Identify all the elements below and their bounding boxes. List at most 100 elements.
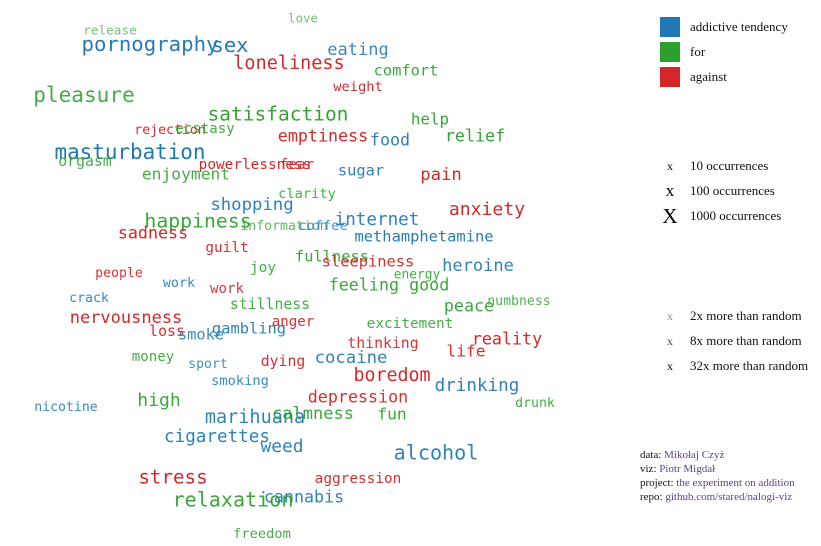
word-label: joy (250, 260, 276, 276)
legend-size-mark: x (665, 181, 675, 200)
word-label: masturbation (55, 140, 206, 164)
word-label: pain (420, 165, 462, 185)
word-label: internet (335, 210, 420, 230)
legend-size-label: 100 occurrences (690, 183, 775, 198)
word-label: smoking (211, 373, 269, 389)
legend-item-for: for (660, 42, 705, 62)
word-label: nervousness (70, 308, 183, 328)
word-label: marihuana (205, 407, 305, 428)
word-label: nicotine (34, 400, 98, 415)
legend-ratio-mark: x (667, 308, 673, 323)
word-label: sex (211, 33, 248, 57)
word-label: boredom (353, 365, 430, 386)
word-label: reality (472, 329, 542, 349)
legend-size-10: x 10 occurrences (660, 156, 768, 176)
word-label: love (288, 11, 318, 26)
word-label: fun (377, 405, 406, 424)
word-label: emptiness (278, 126, 368, 146)
legend-size-mark: x (667, 158, 673, 173)
legend-ratio-label: 2x more than random (690, 308, 802, 323)
word-label: drinking (435, 376, 520, 396)
legend-size-1000: X 1000 occurrences (660, 203, 782, 228)
legend-ratio-label: 8x more than random (690, 333, 802, 348)
credit-data-link[interactable]: Mikołaj Czyż (664, 449, 725, 461)
word-label: excitement (367, 316, 454, 332)
word-label: heroine (442, 256, 514, 276)
word-label: loss (149, 323, 185, 340)
legend-size-label: 1000 occurrences (690, 208, 782, 223)
word-label: stillness (230, 296, 310, 313)
word-label: anger (272, 314, 314, 330)
credit-project: project: the experiment on addition (640, 477, 795, 489)
word-label: powerlessness (199, 157, 312, 173)
word-label: thinking (347, 335, 418, 352)
word-label: pornography (81, 32, 218, 56)
word-label: food (370, 130, 410, 150)
legend-size-100: x 100 occurrences (660, 181, 775, 201)
legend-label-against: against (690, 69, 727, 84)
word-label: weight (333, 79, 382, 95)
word-label: information (240, 219, 327, 234)
legend-ratio-mark: x (667, 333, 673, 348)
word-label: ecstasy (175, 121, 234, 137)
credit-viz-link[interactable]: Piotr Migdał (659, 463, 716, 475)
word-label: happiness (144, 210, 251, 233)
legend-size-label: 10 occurrences (690, 158, 769, 173)
legend-ratio-label: 32x more than random (690, 358, 809, 373)
word-label: crack (69, 291, 109, 306)
legend-label-for: for (690, 44, 706, 59)
credit-repo: repo: github.com/stared/nalogi-viz (640, 491, 793, 503)
word-label: satisfaction (208, 103, 349, 126)
word-label: clarity (278, 186, 336, 202)
word-label: enjoyment (142, 165, 230, 184)
word-label: relief (445, 126, 505, 146)
legend-ratio-mark: x (667, 358, 673, 373)
word-label: fear (280, 157, 315, 173)
word-label: life (446, 342, 485, 361)
legend-ratio-32x: x 32x more than random (660, 356, 808, 376)
word-label: stress (138, 466, 207, 489)
legend-ratio-8x: x 8x more than random (660, 331, 802, 351)
word-label: peace (444, 296, 494, 316)
word-label: loneliness (233, 53, 344, 74)
word-label: relaxation (173, 488, 294, 512)
word-label: smoke (178, 326, 224, 344)
credits: data: Mikołaj Czyż viz: Piotr Migdał pro… (640, 448, 820, 504)
word-label: aggression (315, 471, 402, 487)
word-label: work (163, 276, 195, 291)
word-label: shopping (210, 195, 293, 215)
word-label: cannabis (264, 487, 344, 507)
word-label: people (95, 266, 143, 281)
word-label: feeling good (329, 275, 450, 295)
legend-size-mark: X (662, 203, 678, 228)
word-label: fullness (295, 248, 369, 266)
word-label: sugar (338, 162, 384, 180)
legend-ratio-2x: x 2x more than random (660, 306, 802, 326)
legend-swatch-for (660, 42, 680, 62)
word-label: depression (308, 387, 408, 407)
word-label: rejection (134, 123, 205, 138)
credit-data: data: Mikołaj Czyż (640, 449, 725, 461)
legend-swatch-against (660, 67, 680, 87)
word-label: eating (327, 40, 388, 60)
word-label: pleasure (33, 82, 135, 107)
word-label: help (411, 110, 449, 129)
word-label: anxiety (449, 199, 525, 220)
word-label: methamphetamine (355, 228, 494, 246)
word-label: alcohol (394, 441, 479, 465)
word-label: coffee (298, 218, 347, 234)
word-label: sadness (118, 223, 188, 243)
word-label: high (137, 390, 181, 411)
word-label: numbness (487, 294, 551, 309)
credit-repo-link[interactable]: github.com/stared/nalogi-viz (665, 491, 793, 503)
word-label: drunk (515, 396, 555, 411)
word-label: comfort (374, 62, 439, 80)
legend-swatch-addictive (660, 17, 680, 37)
word-label: orgasm (58, 153, 112, 170)
legend-label-addictive: addictive tendency (690, 19, 788, 34)
word-label: energy (394, 268, 441, 283)
credit-project-link[interactable]: the experiment on addition (676, 477, 795, 489)
word-label: calmness (272, 404, 354, 424)
